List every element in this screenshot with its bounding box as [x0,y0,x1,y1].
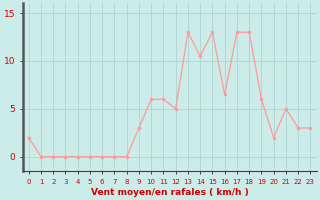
X-axis label: Vent moyen/en rafales ( km/h ): Vent moyen/en rafales ( km/h ) [91,188,248,197]
